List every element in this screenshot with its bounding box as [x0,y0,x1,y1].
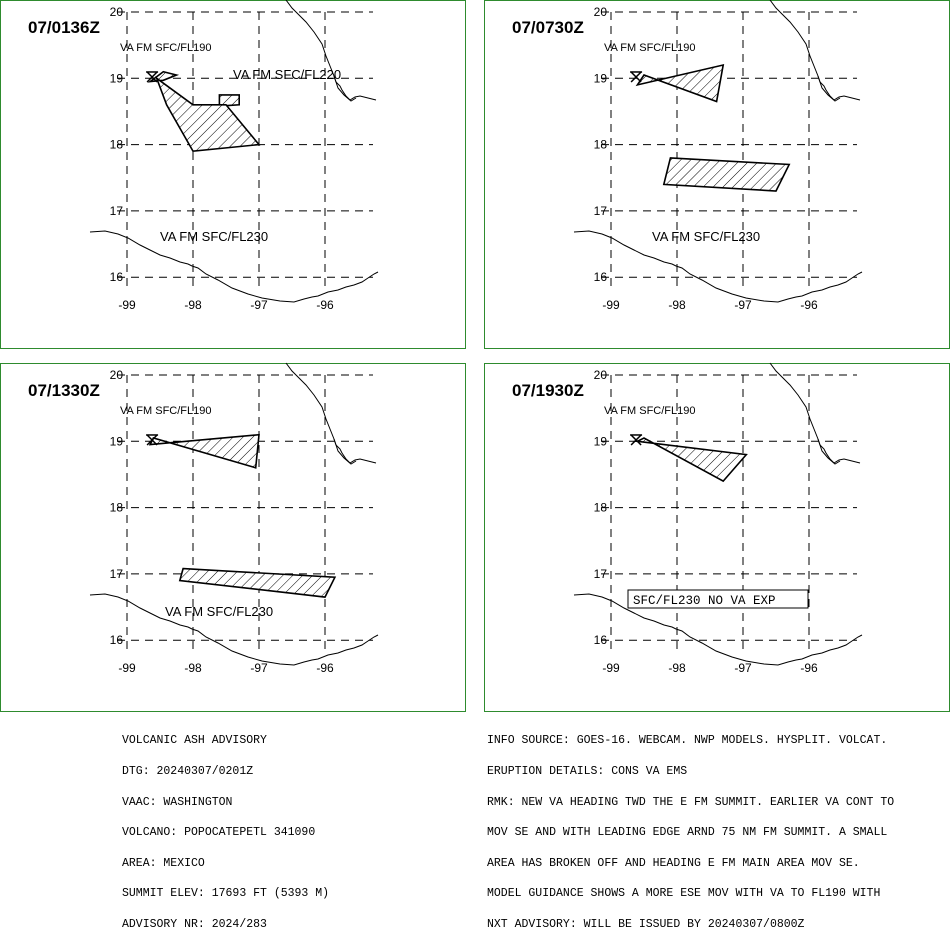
lat-tick-label: 18 [110,501,124,515]
lat-tick-label: 19 [110,434,124,448]
lon-tick-label: -97 [250,298,268,312]
map-panel-2: 20 19 18 17 16 -99 -98 -97 -96 07/0730Z VA FM SFC/… [484,0,950,349]
remarks-line-rmk-4: MODEL GUIDANCE SHOWS A MORE ESE MOV WITH… [487,887,881,901]
ash-area-fl220 [218,94,240,107]
remarks-line-rmk-3: AREA HAS BROKEN OFF AND HEADING E FM MAI… [487,856,860,870]
lat-tick-label: 16 [594,633,608,647]
volcano-marker-icon [146,434,159,446]
panel-time-label: 07/1330Z [28,381,100,400]
ash-area-fl230 [662,157,791,192]
lon-tick-label: -97 [250,661,268,675]
header-line-vaac: VAAC: WASHINGTON [122,795,233,809]
lon-tick-label: -98 [668,298,686,312]
header-line-title: VOLCANIC ASH ADVISORY [122,734,267,748]
altitude-label: VA FM SFC/FL190 [120,42,212,54]
lon-tick-label: -99 [602,298,620,312]
lon-tick-label: -99 [602,661,620,675]
ash-area-fl190 [635,63,725,103]
lat-tick-label: 20 [594,5,608,19]
advisory-header-text: VOLCANIC ASH ADVISORY DTG: 20240307/0201… [122,716,462,940]
coastline-pacific [573,593,863,666]
altitude-label: VA FM SFC/FL230 [652,229,760,244]
lat-tick-label: 20 [594,368,608,382]
remarks-line-rmk-1: RMK: NEW VA HEADING TWD THE E FM SUMMIT.… [487,795,895,809]
map-panel-4: 20 19 18 17 16 -99 -98 -97 -96 07/1930Z VA FM SFC/… [484,362,950,712]
panel-frame [0,0,466,349]
remarks-line-rmk-2: MOV SE AND WITH LEADING EDGE ARND 75 NM … [487,826,888,840]
coastline-gulf-inlet [817,75,841,102]
graticule [117,374,373,653]
remarks-line-eruption: ERUPTION DETAILS: CONS VA EMS [487,765,688,778]
header-line-dtg: DTG: 20240307/0201Z [122,765,254,778]
panel-time-label: 07/0730Z [512,18,584,37]
panel-frame [0,363,466,712]
lon-tick-label: -97 [734,298,752,312]
altitude-label: VA FM SFC/FL190 [604,405,696,417]
map-panel-1: 20 19 18 17 16 -99 -98 -97 -96 07/0136Z VA FM SFC/… [0,0,466,349]
lat-tick-label: 16 [110,633,124,647]
remarks-line-next: NXT ADVISORY: WILL BE ISSUED BY 20240307… [487,917,805,931]
advisory-remarks-text: INFO SOURCE: GOES-16. WEBCAM. NWP MODELS… [487,716,947,940]
lon-tick-label: -96 [316,661,334,675]
coastline-gulf-inlet [333,75,357,102]
lat-tick-label: 16 [594,270,608,284]
altitude-label: VA FM SFC/FL230 [165,604,273,619]
lat-tick-label: 20 [110,5,124,19]
coastline-gulf-inlet [817,438,841,465]
ash-area-fl230 [155,76,261,153]
map-panel-3: 20 19 18 17 16 -99 -98 -97 -96 07/1330Z VA FM SFC/… [0,362,466,712]
no-ash-box [627,589,809,609]
lon-tick-label: -96 [316,298,334,312]
lon-tick-label: -98 [184,298,202,312]
graticule [601,11,857,290]
lat-tick-label: 18 [594,138,608,152]
ash-area-fl230 [178,567,337,598]
no-ash-label: SFC/FL230 NO VA EXP [633,594,776,608]
lon-tick-label: -99 [118,298,136,312]
panel-time-label: 07/0136Z [28,18,100,37]
panel-time-label: 07/1930Z [512,381,584,400]
volcano-marker-icon [146,71,159,83]
volcano-marker-icon [630,434,643,446]
lat-tick-label: 19 [594,71,608,85]
lon-tick-label: -96 [800,661,818,675]
lon-tick-label: -99 [118,661,136,675]
altitude-label: VA FM SFC/FL220 [233,67,341,82]
lat-tick-label: 19 [594,434,608,448]
lat-tick-label: 19 [110,71,124,85]
coastline-gulf-inlet [333,438,357,465]
lon-tick-label: -98 [668,661,686,675]
lon-tick-label: -97 [734,661,752,675]
lon-tick-label: -96 [800,298,818,312]
lat-tick-label: 18 [594,501,608,515]
header-line-advisory-nr: ADVISORY NR: 2024/283 [122,917,267,931]
lat-tick-label: 17 [594,567,608,581]
lat-tick-label: 17 [110,204,124,218]
altitude-label: VA FM SFC/FL190 [604,42,696,54]
lat-tick-label: 17 [110,567,124,581]
volcano-marker-icon [630,71,643,83]
ash-area-fl190 [634,437,748,483]
lon-tick-label: -98 [184,661,202,675]
panel-frame [484,363,950,712]
coastline-pacific [89,593,379,666]
lat-tick-label: 16 [110,270,124,284]
coastline-pacific [89,230,379,303]
header-line-summit: SUMMIT ELEV: 17693 FT (5393 M) [122,887,330,901]
header-line-area: AREA: MEXICO [122,856,205,870]
lat-tick-label: 18 [110,138,124,152]
altitude-label: VA FM SFC/FL230 [160,229,268,244]
coastline-pacific [573,230,863,303]
header-line-volcano: VOLCANO: POPOCATEPETL 341090 [122,826,316,840]
lat-tick-label: 17 [594,204,608,218]
advisory-graphic: 20 19 18 17 16 -99 -98 -97 -96 07/0136Z VA FM SFC/… [0,0,950,712]
altitude-label: VA FM SFC/FL190 [120,405,212,417]
remarks-line-info-source: INFO SOURCE: GOES-16. WEBCAM. NWP MODELS… [487,734,888,748]
lat-tick-label: 20 [110,368,124,382]
